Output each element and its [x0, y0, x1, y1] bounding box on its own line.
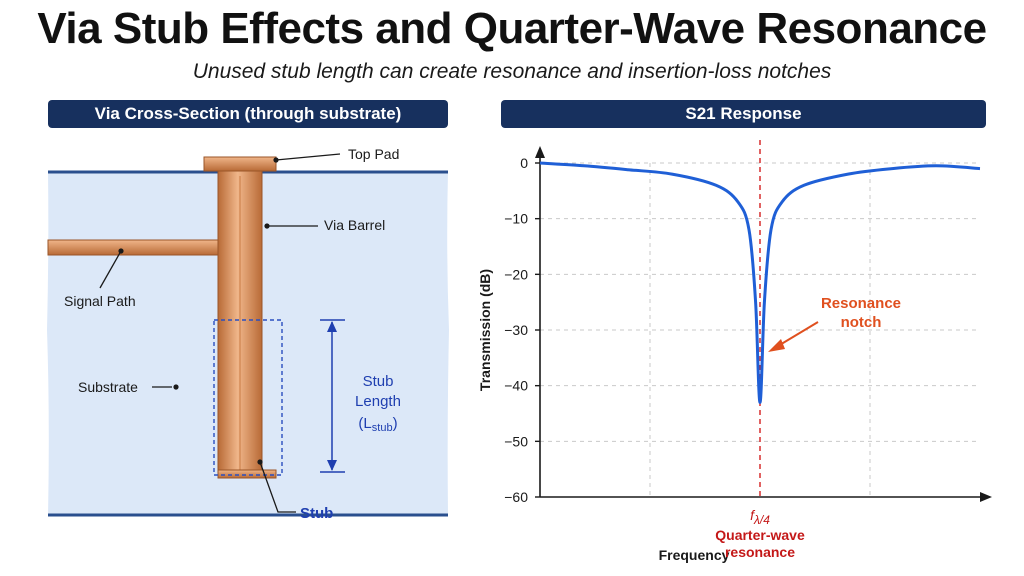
cross-section-header: Via Cross-Section (through substrate) — [48, 100, 448, 128]
y-tick-label: −30 — [504, 322, 528, 338]
y-tick-label: 0 — [520, 155, 528, 171]
stub-label: Stub — [300, 505, 333, 522]
stub-length-dimension — [320, 319, 345, 473]
stub-length-label-2: Length — [355, 393, 401, 410]
top-pad-dot — [273, 157, 279, 163]
s21-series-line — [539, 161, 981, 404]
bottom-pad — [217, 469, 277, 479]
substrate-dot — [173, 384, 179, 390]
resonance-notch-label-2: notch — [841, 314, 882, 331]
y-tick-label: −60 — [504, 489, 528, 505]
via-barrel-dot — [264, 223, 270, 229]
resonance-notch-label-1: Resonance — [821, 295, 901, 312]
resonance-notch-arrowhead — [768, 339, 785, 352]
y-tick-label: −50 — [504, 433, 528, 449]
top-pad-leader — [275, 153, 341, 161]
signal-path-label: Signal Path — [64, 293, 136, 309]
y-tick-labels: 0 −10 −20 −30 −40 −50 −60 — [504, 155, 540, 505]
y-tick-label: −10 — [504, 211, 528, 227]
quarter-wave-frequency-label: fλ/4 — [750, 507, 770, 527]
stub-leader — [259, 461, 296, 513]
stub-length-label-1: Stub — [363, 373, 394, 390]
top-pad-label: Top Pad — [348, 146, 399, 162]
substrate-label: Substrate — [78, 379, 138, 395]
y-tick-label: −20 — [504, 266, 528, 282]
y-axis-title: Transmission (dB) — [477, 269, 493, 391]
via-barrel-label: Via Barrel — [324, 217, 385, 233]
page-subtitle: Unused stub length can create resonance … — [192, 60, 832, 83]
page-title: Via Stub Effects and Quarter-Wave Resona… — [37, 4, 987, 53]
y-axis-arrow — [535, 146, 545, 158]
resonance-notch-arrow — [777, 321, 819, 347]
quarter-wave-caption-2: resonance — [725, 544, 795, 560]
top-pad — [203, 156, 277, 172]
signal-path-dot — [118, 248, 124, 254]
s21-header: S21 Response — [501, 100, 986, 128]
quarter-wave-caption-1: Quarter-wave — [715, 527, 805, 543]
x-axis-title: Frequency — [659, 547, 730, 563]
x-axis-arrow — [980, 492, 992, 502]
signal-path-leader — [99, 250, 122, 289]
stub-length-symbol: (Lstub) — [358, 415, 397, 434]
y-tick-label: −40 — [504, 378, 528, 394]
